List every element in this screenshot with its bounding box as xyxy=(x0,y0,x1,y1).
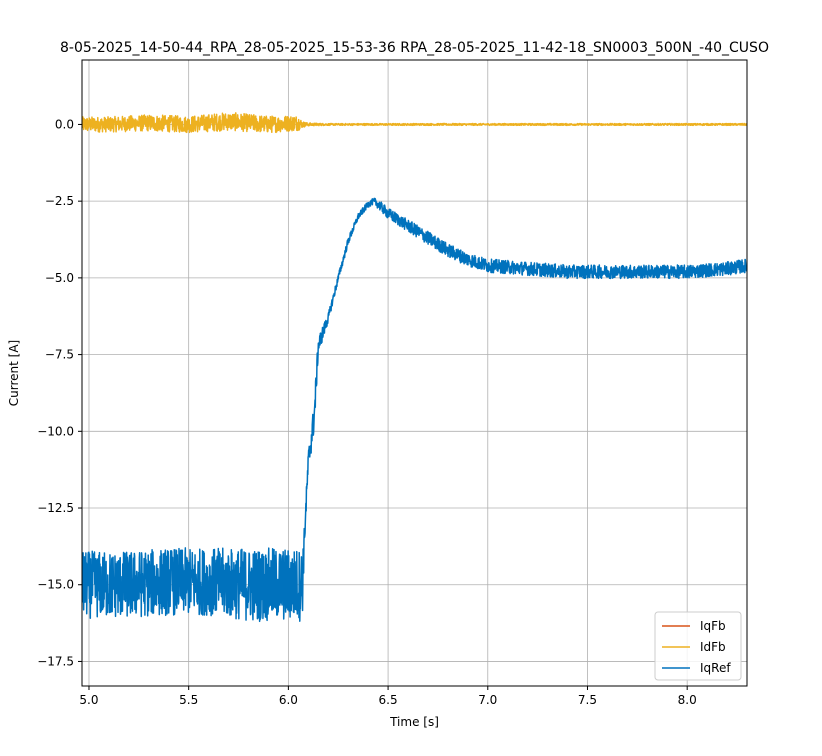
legend: IqFb IdFb IqRef xyxy=(654,611,742,681)
legend-label-iqref: IqRef xyxy=(700,661,731,675)
y-tick-label: −10.0 xyxy=(37,424,74,438)
x-tick-label: 6.0 xyxy=(279,693,298,707)
series-line-iqref xyxy=(82,197,747,623)
legend-box xyxy=(654,611,742,681)
x-tick-label: 8.0 xyxy=(678,693,697,707)
y-tick-label: −5.0 xyxy=(45,271,74,285)
y-tick-label: −2.5 xyxy=(45,194,74,208)
y-tick-label: −7.5 xyxy=(45,348,74,362)
y-axis-label: Current [A] xyxy=(7,340,21,406)
x-tick-label: 7.0 xyxy=(478,693,497,707)
y-tick-label: −17.5 xyxy=(37,654,74,668)
x-tick-label: 7.5 xyxy=(578,693,597,707)
y-tick-label: −15.0 xyxy=(37,578,74,592)
x-tick-label: 5.5 xyxy=(179,693,198,707)
x-tick-label: 5.0 xyxy=(79,693,98,707)
x-tick-label: 6.5 xyxy=(379,693,398,707)
y-tick-label: 0.0 xyxy=(55,117,74,131)
y-tick-label: −12.5 xyxy=(37,501,74,515)
x-axis-label: Time [s] xyxy=(389,715,439,729)
legend-label-idfb: IdFb xyxy=(700,640,726,654)
chart-title: 8-05-2025_14-50-44_RPA_28-05-2025_15-53-… xyxy=(60,40,769,56)
plot-frame xyxy=(81,59,748,687)
x-axis: 5.0 5.5 6.0 6.5 7.0 7.5 8.0 xyxy=(79,686,697,707)
y-axis: 0.0 −2.5 −5.0 −7.5 −10.0 −12.5 −15.0 −17.5 xyxy=(37,117,82,668)
series-layer xyxy=(82,112,747,623)
legend-label-iqfb: IqFb xyxy=(700,619,726,633)
series-line-idfb xyxy=(82,112,747,134)
